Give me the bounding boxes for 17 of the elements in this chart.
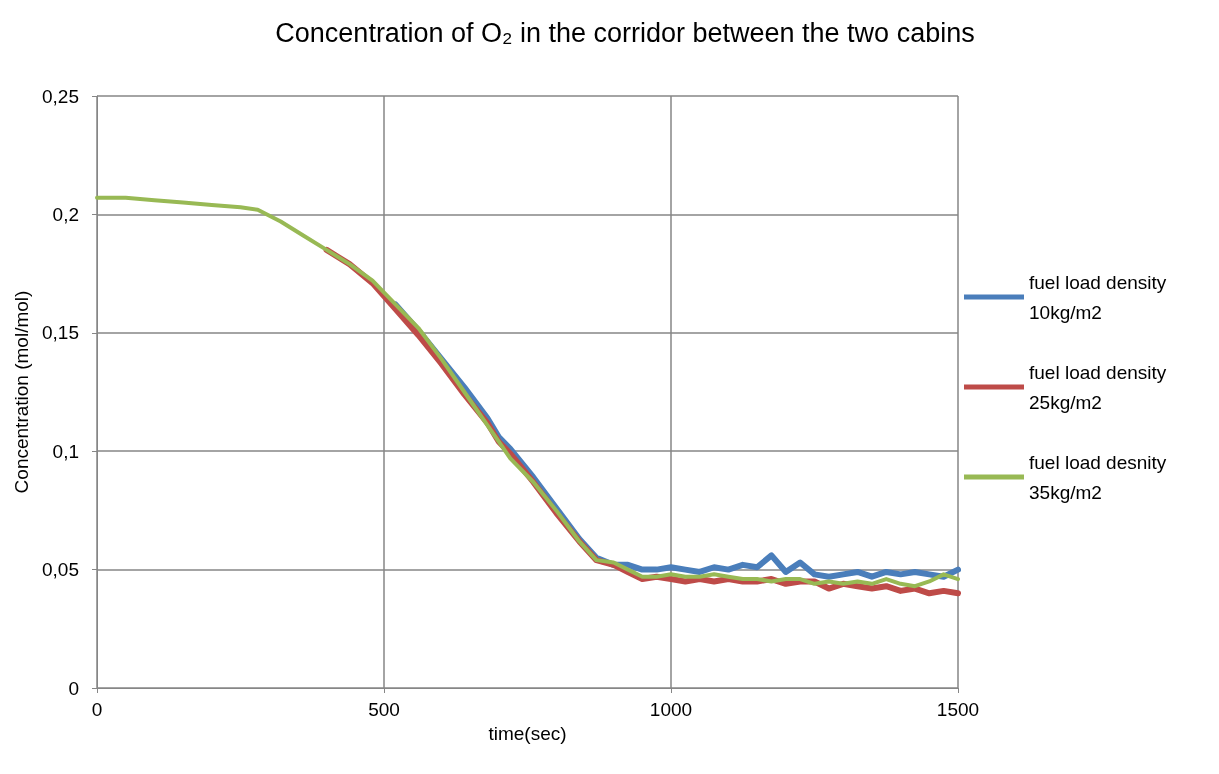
y-tick-label: 0	[68, 677, 79, 699]
x-tick-label: 500	[368, 699, 400, 720]
chart-title: Concentration of O₂ in the corridor between the two cabins	[275, 17, 975, 48]
y-tick-label: 0,25	[42, 85, 79, 107]
y-tick-label: 0,15	[42, 322, 79, 344]
y-tick-label: 0,1	[52, 440, 79, 462]
legend-label: fuel load desnity 35kg/m2	[1029, 451, 1172, 503]
x-tick-label: 1000	[649, 699, 693, 720]
y-axis-title: Concentration (mol/mol)	[11, 290, 33, 494]
y-tick-label: 0,2	[52, 203, 79, 225]
y-tick-label: 0,05	[42, 559, 79, 581]
x-tick-label: 0	[91, 699, 103, 720]
x-tick-label: 1500	[936, 699, 980, 720]
legend-label: fuel load density 25kg/m2	[1029, 361, 1172, 413]
legend-label: fuel load density 10kg/m2	[1029, 271, 1172, 323]
x-axis-title: time(sec)	[488, 722, 567, 744]
line-series	[95, 195, 960, 589]
